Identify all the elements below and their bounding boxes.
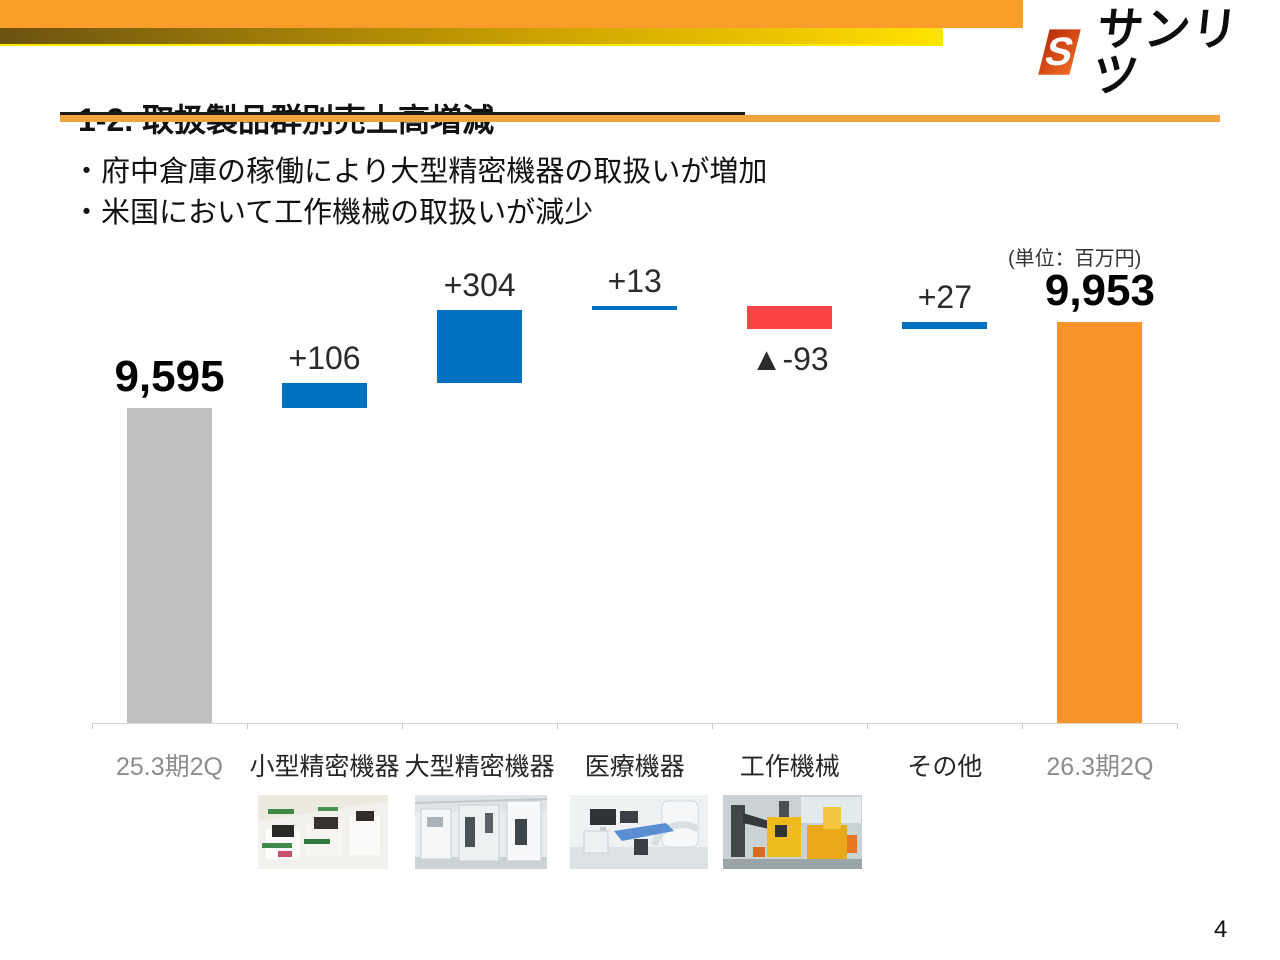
bar-value-label: 9,953 [1044,266,1155,316]
bar-26-3-2q [1057,322,1143,723]
bar-value-label: ▲-93 [750,340,829,377]
x-axis-tick [712,723,714,729]
bullet-item: ・府中倉庫の稼働により大型精密機器の取扱いが増加 [72,156,768,188]
x-axis-tick [867,723,869,729]
bar-others [902,322,988,329]
x-axis-tick [557,723,559,729]
x-axis-line [92,723,1177,724]
x-axis-tick [402,723,404,729]
category-label: 25.3期2Q [115,753,224,781]
top-orange-banner [0,0,1023,28]
title-underline-black [60,112,745,115]
title-underline-orange [60,115,1220,122]
sanritsu-logo: S サンリツ [1038,3,1280,101]
category-label: 小型精密機器 [249,753,400,781]
x-axis-tick [247,723,249,729]
category-label: その他 [907,753,983,781]
sanritsu-s-bolt-icon: S [1038,29,1081,75]
bar-large-precision [437,309,523,383]
photo-small-precision-equipment [258,795,388,869]
photo-large-precision-equipment [415,795,547,869]
bar-value-label: +27 [917,279,972,316]
bar-value-label: +106 [288,339,361,376]
bar-small-precision [282,382,368,409]
category-label: 大型精密機器 [404,753,555,781]
category-label: 医療機器 [584,753,685,781]
x-axis-tick [92,723,93,729]
gold-gradient-band [0,28,943,46]
bar-25-3-2q [127,408,212,723]
page-number: 4 [1214,916,1228,943]
bar-value-label: +13 [607,263,662,300]
unit-label: (単位：百万円) [1008,248,1142,270]
x-axis-tick [1177,723,1179,729]
bullet-list: ・府中倉庫の稼働により大型精密機器の取扱いが増加 ・米国において工作機械の取扱い… [72,152,767,234]
bar-value-label: +304 [443,266,516,303]
photo-medical-equipment [570,795,708,869]
category-label: 工作機械 [739,753,840,781]
x-axis-tick [1022,723,1024,729]
bar-medical [592,306,678,310]
photo-machine-tools [723,795,862,869]
bar-value-label: 9,595 [114,352,225,402]
bar-machine-tools [747,306,833,329]
category-label: 26.3期2Q [1046,753,1154,781]
bullet-item: ・米国において工作機械の取扱いが減少 [72,197,594,229]
